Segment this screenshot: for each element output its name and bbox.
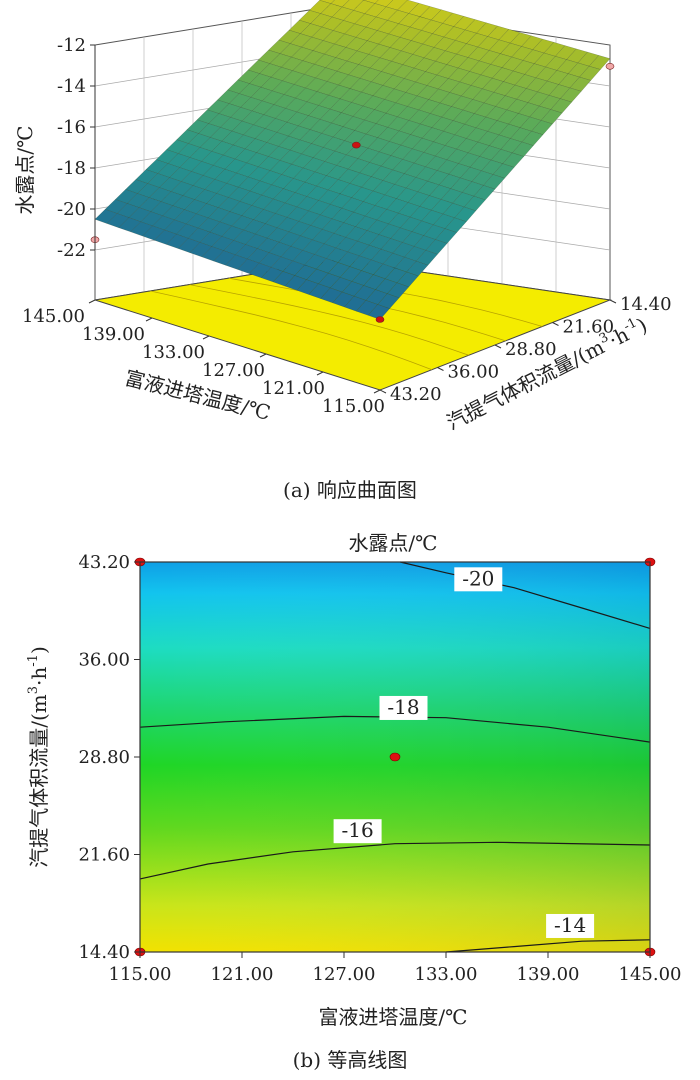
surface-x-tick [145,317,153,322]
surface-z-tick-label: -22 [57,240,86,261]
contour-line [139,841,651,880]
contour-x-tick-label: 139.00 [517,964,580,985]
surface-chart: -12 -14 -16 -18 -20 -22 水露点/℃ 145.00139.00133… [13,0,672,502]
contour-y-tick-label: 28.80 [78,747,130,768]
contour-label: -14 [554,913,586,937]
surface-x-tick-label: 139.00 [82,324,145,345]
surface-z-tick-label: -14 [57,76,86,97]
contour-label: -20 [462,566,494,590]
surface-x-tick [202,335,210,340]
surface-x-tick [316,371,324,376]
surface-y-tick-label: 43.20 [390,384,442,405]
contour-label-box [546,913,595,938]
contour-title: 水露点/℃ [348,531,437,555]
surface-mesh [94,0,611,320]
surface-y-tick-label: 36.00 [448,362,500,383]
contour-label: -18 [387,695,419,719]
surface-design-point [351,141,361,149]
surface-y-tick-label: 28.80 [505,339,557,360]
surface-y-tick [379,389,387,394]
contour-line [445,939,651,953]
contour-y-tick-label: 36.00 [78,650,130,671]
surface-z-tick-label: -20 [57,199,86,220]
contour-x-tick-label: 121.00 [211,964,274,985]
surface-design-point [375,316,385,323]
surface-z-tick-label: -16 [57,117,86,138]
contour-lines: -20 -18 -16 -14 [139,561,651,953]
contour-y-tick-label: 43.20 [78,552,130,573]
surface-z-tick-label: -12 [57,35,86,56]
contour-x-ticks: 115.00 121.00 127.00 133.00 139.00 145.00 [109,952,682,985]
contour-y-ticks: 14.40 21.60 28.80 36.00 43.20 [78,552,140,963]
contour-label: -16 [341,818,373,842]
contour-x-tick-label: 145.00 [619,964,682,985]
contour-label-box [454,567,503,592]
surface-x-tick-label: 127.00 [202,360,265,381]
surface-caption: (a) 响应曲面图 [283,478,417,502]
contour-x-tick-label: 115.00 [109,964,172,985]
contour-design-point [389,752,401,762]
surface-design-point [605,63,615,70]
surface-x-tick-label: 115.00 [322,396,385,417]
surface-floor-contour [150,290,433,371]
contour-y-label: 汽提气体积流量/(m3·h-1) [26,646,51,868]
surface-x-tick-label: 121.00 [262,378,325,399]
surface-x-tick-label: 145.00 [22,306,85,327]
surface-x-tick [259,353,267,358]
surface-x-tick-label: 133.00 [142,342,205,363]
surface-floor-contour [189,284,469,356]
surface-y-tick [437,367,444,371]
contour-x-tick-label: 127.00 [313,964,376,985]
surface-y-tick-label: 14.40 [620,294,672,315]
surface-z-label: 水露点/℃ [13,125,37,214]
surface-y-tick-label: 21.60 [563,317,615,338]
contour-caption: (b) 等高线图 [293,1048,408,1072]
contour-y-tick-label: 21.60 [78,845,130,866]
surface-z-tick-label: -18 [57,158,86,179]
surface-z-ticks: -12 -14 -16 -18 -20 -22 [57,35,95,261]
contour-x-label: 富液进塔温度/℃ [318,1005,467,1029]
contour-label-box [333,819,382,844]
surface-y-tick [552,322,559,326]
contour-y-tick-label: 14.40 [78,942,130,963]
surface-x-tick [88,299,96,304]
contour-line [399,561,651,629]
contour-x-tick-label: 133.00 [415,964,478,985]
surface-x-tick [373,389,381,394]
contour-chart: 水露点/℃ -20 -18 -16 -14 115.00 121.00 127.00 133… [26,531,681,1072]
contour-label-box [379,695,428,720]
surface-y-tick [494,344,502,349]
surface-y-tick [609,299,617,304]
